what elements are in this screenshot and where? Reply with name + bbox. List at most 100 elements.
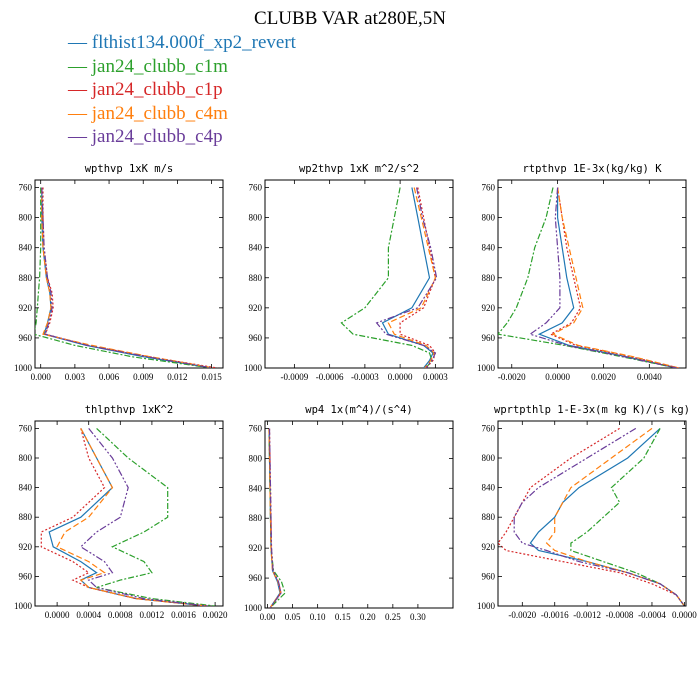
- y-tick-label: 920: [249, 543, 263, 553]
- x-tick-label: 0.0008: [108, 610, 133, 620]
- panel-6: wprtpthlp 1-E-3x(m kg K)/(s kg) 760 800 840…: [477, 404, 697, 620]
- plot-frame: [497, 420, 687, 607]
- y-tick-label: 880: [19, 273, 33, 283]
- y-tick-label: 960: [249, 333, 263, 343]
- series-line-5: [513, 427, 685, 606]
- x-tick-label: 0.05: [285, 612, 301, 622]
- legend-swatch: —: [68, 79, 92, 100]
- x-tick-label: 0.0040: [637, 372, 662, 382]
- plot-frame: [497, 179, 687, 369]
- y-tick-label: 960: [19, 571, 33, 581]
- plot-frame: [264, 179, 454, 369]
- series-line-5: [41, 187, 213, 368]
- y-tick-label: 1000: [244, 363, 263, 373]
- y-tick-label: 880: [249, 273, 263, 283]
- legend-entry: — jan24_clubb_c4m: [68, 102, 296, 126]
- x-tick-label: 0.25: [385, 612, 401, 622]
- x-tick-label: -0.0006: [316, 372, 344, 382]
- y-tick-label: 920: [482, 542, 496, 552]
- x-tick-label: -0.0004: [638, 610, 666, 620]
- series-group: [340, 187, 438, 368]
- x-tick-label: 0.0003: [423, 372, 448, 382]
- y-tick-label: 1000: [14, 363, 33, 373]
- series-line-1: [381, 187, 434, 368]
- y-tick-label: 800: [19, 213, 33, 223]
- y-tick-label: 880: [249, 513, 263, 523]
- y-tick-label: 760: [482, 423, 496, 433]
- legend-label: jan24_clubb_c4m: [91, 102, 228, 124]
- series-group: [498, 427, 685, 606]
- panel-title: wp2thvp 1xK m^2/s^2: [299, 163, 419, 175]
- legend-entry: — jan24_clubb_c4p: [68, 125, 296, 149]
- legend-swatch: —: [68, 32, 92, 53]
- panel-3: rtpthvp 1E-3x(kg/kg) K 760 800 840 880 920 960…: [477, 163, 687, 382]
- legend-label: jan24_clubb_c1p: [91, 79, 223, 100]
- panel-title: wprtpthlp 1-E-3x(m kg K)/(s kg): [494, 404, 690, 416]
- series-group: [268, 428, 286, 608]
- x-tick-label: 0.015: [201, 372, 222, 382]
- series-line-4: [551, 187, 680, 368]
- x-tick-label: 0.0000: [672, 610, 697, 620]
- x-tick-label: -0.0003: [351, 372, 379, 382]
- x-tick-label: 0.0020: [203, 610, 228, 620]
- series-line-4: [41, 187, 215, 368]
- series-line-1: [41, 187, 212, 368]
- y-tick-label: 800: [482, 453, 496, 463]
- legend-entry: — jan24_clubb_c1m: [68, 55, 296, 79]
- y-tick-label: 880: [19, 512, 33, 522]
- legend: — flthist134.000f_xp2_revert — jan24_clu…: [68, 31, 296, 149]
- x-tick-label: -0.0016: [541, 610, 569, 620]
- x-tick-label: 0.0000: [545, 372, 570, 382]
- series-line-2: [96, 427, 216, 606]
- x-tick-label: 0.0000: [388, 372, 413, 382]
- panel-title: wpthvp 1xK m/s: [85, 163, 174, 175]
- chart-title: CLUBB VAR at280E,5N: [254, 8, 446, 29]
- x-tick-label: 0.006: [99, 372, 120, 382]
- legend-entry: — jan24_clubb_c1p: [68, 78, 296, 102]
- y-tick-label: 840: [19, 243, 33, 253]
- legend-swatch: —: [68, 126, 92, 147]
- y-tick-label: 1000: [477, 363, 496, 373]
- panel-4: thlpthvp 1xK^2 760 800 840 880 920 960 1000 0.00…: [14, 404, 228, 620]
- legend-swatch: —: [68, 55, 92, 77]
- legend-label: flthist134.000f_xp2_revert: [91, 32, 296, 53]
- x-tick-label: -0.0020: [498, 372, 526, 382]
- series-line-2: [570, 428, 685, 606]
- x-tick-label: -0.0020: [508, 610, 536, 620]
- y-tick-label: 840: [249, 483, 263, 493]
- series-group: [498, 187, 680, 368]
- y-tick-label: 960: [482, 333, 496, 343]
- series-line-3: [399, 187, 437, 368]
- legend-entry: — flthist134.000f_xp2_revert: [68, 31, 296, 55]
- x-tick-label: 0.003: [65, 372, 86, 382]
- series-line-3: [549, 187, 680, 368]
- legend-label: jan24_clubb_c1m: [91, 55, 228, 77]
- y-tick-label: 960: [482, 571, 496, 581]
- x-tick-label: 0.0020: [591, 372, 616, 382]
- series-line-4: [268, 428, 282, 608]
- y-tick-label: 1000: [244, 603, 263, 613]
- y-tick-label: 1000: [477, 601, 496, 611]
- series-line-5: [79, 428, 208, 606]
- series-line-1: [529, 427, 685, 606]
- x-tick-label: 0.012: [167, 372, 187, 382]
- plot-frame: [264, 420, 454, 609]
- y-tick-label: 760: [19, 423, 33, 433]
- y-tick-label: 840: [19, 483, 33, 493]
- series-line-5: [375, 187, 438, 368]
- y-tick-label: 800: [482, 213, 496, 223]
- x-tick-label: 0.0000: [45, 610, 70, 620]
- y-tick-label: 960: [249, 573, 263, 583]
- series-line-4: [387, 187, 437, 368]
- y-tick-label: 840: [482, 243, 496, 253]
- y-tick-label: 800: [249, 453, 263, 463]
- y-tick-label: 840: [249, 243, 263, 253]
- y-tick-label: 880: [482, 273, 496, 283]
- y-tick-label: 800: [19, 453, 33, 463]
- y-tick-label: 920: [482, 303, 496, 313]
- y-tick-label: 760: [19, 183, 33, 193]
- x-tick-label: 0.0016: [171, 610, 196, 620]
- plot-frame: [34, 420, 224, 607]
- x-tick-label: 0.0004: [76, 610, 101, 620]
